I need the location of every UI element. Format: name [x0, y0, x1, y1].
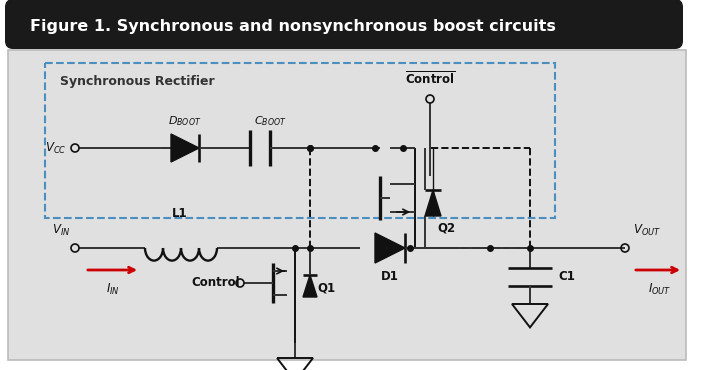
FancyBboxPatch shape — [8, 50, 686, 360]
Text: $D_{BOOT}$: $D_{BOOT}$ — [168, 114, 202, 128]
Text: $C_{BOOT}$: $C_{BOOT}$ — [254, 114, 286, 128]
Polygon shape — [375, 233, 405, 263]
FancyBboxPatch shape — [5, 0, 683, 49]
Text: Figure 1. Synchronous and nonsynchronous boost circuits: Figure 1. Synchronous and nonsynchronous… — [30, 18, 556, 34]
Text: Q1: Q1 — [317, 282, 335, 295]
Polygon shape — [171, 134, 199, 162]
Text: L1: L1 — [172, 207, 188, 220]
Text: C1: C1 — [558, 270, 575, 283]
Text: Control: Control — [191, 276, 240, 289]
Text: Synchronous Rectifier: Synchronous Rectifier — [60, 75, 214, 88]
Polygon shape — [303, 275, 317, 297]
Text: $I_{OUT}$: $I_{OUT}$ — [648, 282, 672, 297]
Text: $\overline{\mathregular{Control}}$: $\overline{\mathregular{Control}}$ — [405, 70, 456, 87]
Polygon shape — [425, 190, 441, 216]
Text: D1: D1 — [381, 270, 399, 283]
Text: $V_{CC}$: $V_{CC}$ — [46, 141, 67, 155]
Text: $I_{IN}$: $I_{IN}$ — [106, 282, 120, 297]
Text: $V_{OUT}$: $V_{OUT}$ — [633, 222, 661, 238]
Text: Q2: Q2 — [437, 222, 455, 235]
Text: $V_{IN}$: $V_{IN}$ — [51, 222, 70, 238]
